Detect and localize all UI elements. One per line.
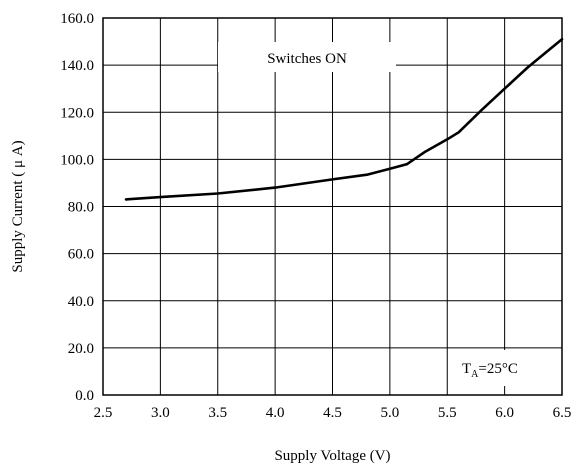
x-tick-label: 5.0 — [381, 405, 400, 421]
y-tick-label: 100.0 — [60, 152, 94, 168]
y-axis-title: Supply Current ( μ A) — [10, 140, 26, 272]
x-tick-label: 5.5 — [438, 405, 457, 421]
temp-label-rest: =25°C — [478, 361, 517, 377]
y-tick-label: 20.0 — [68, 341, 94, 357]
x-tick-label: 3.0 — [151, 405, 170, 421]
x-tick-label: 6.5 — [553, 405, 571, 421]
y-tick-label: 160.0 — [60, 11, 94, 27]
temperature-annotation: TA=25°C — [452, 350, 556, 386]
y-tick-label: 140.0 — [60, 58, 94, 74]
switches-on-annotation: Switches ON — [218, 42, 396, 72]
temp-label-sub: A — [471, 369, 479, 380]
series-line-0 — [124, 37, 564, 201]
plot-frame — [102, 17, 563, 396]
y-tick-label: 40.0 — [68, 294, 94, 310]
x-axis-title: Supply Voltage (V) — [274, 448, 390, 464]
switches-on-label: Switches ON — [267, 51, 347, 67]
svg-text:TA=25°C: TA=25°C — [462, 361, 518, 380]
y-tick-label: 80.0 — [68, 200, 94, 216]
y-tick-label: 60.0 — [68, 247, 94, 263]
series — [124, 37, 564, 201]
x-tick-label: 4.0 — [266, 405, 285, 421]
x-tick-label: 4.5 — [323, 405, 342, 421]
x-tick-label: 3.5 — [208, 405, 227, 421]
x-tick-label: 2.5 — [94, 405, 113, 421]
temp-label-main: T — [462, 361, 471, 377]
x-tick-label: 6.0 — [495, 405, 514, 421]
y-tick-label: 120.0 — [60, 105, 94, 121]
tick-labels: 2.5 3.0 3.5 4.0 4.5 5.0 5.5 6.0 6.5 0.0 20.0 40.0 60… — [60, 11, 571, 421]
y-tick-label: 0.0 — [75, 388, 94, 404]
